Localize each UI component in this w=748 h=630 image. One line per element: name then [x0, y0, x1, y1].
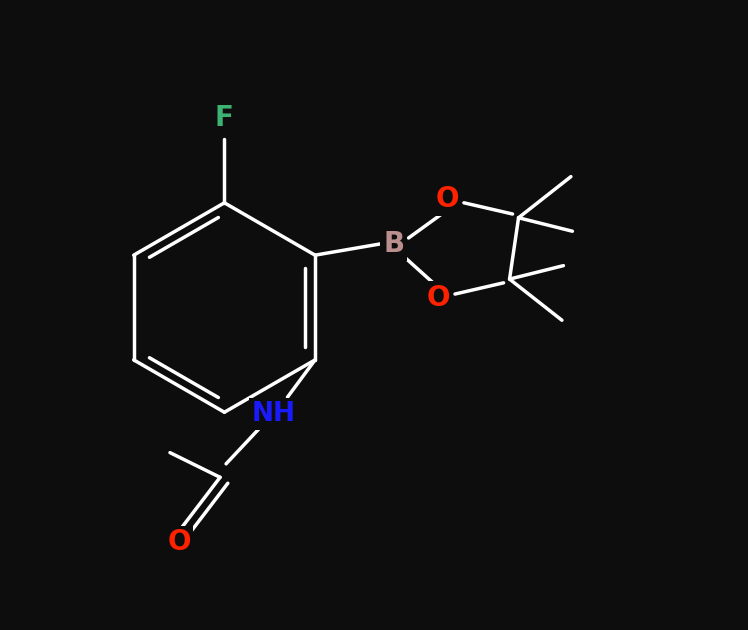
- Text: O: O: [436, 185, 459, 213]
- Text: O: O: [427, 284, 450, 312]
- Text: F: F: [215, 105, 234, 132]
- Text: O: O: [168, 529, 191, 556]
- Text: B: B: [383, 230, 404, 258]
- Text: NH: NH: [252, 401, 296, 427]
